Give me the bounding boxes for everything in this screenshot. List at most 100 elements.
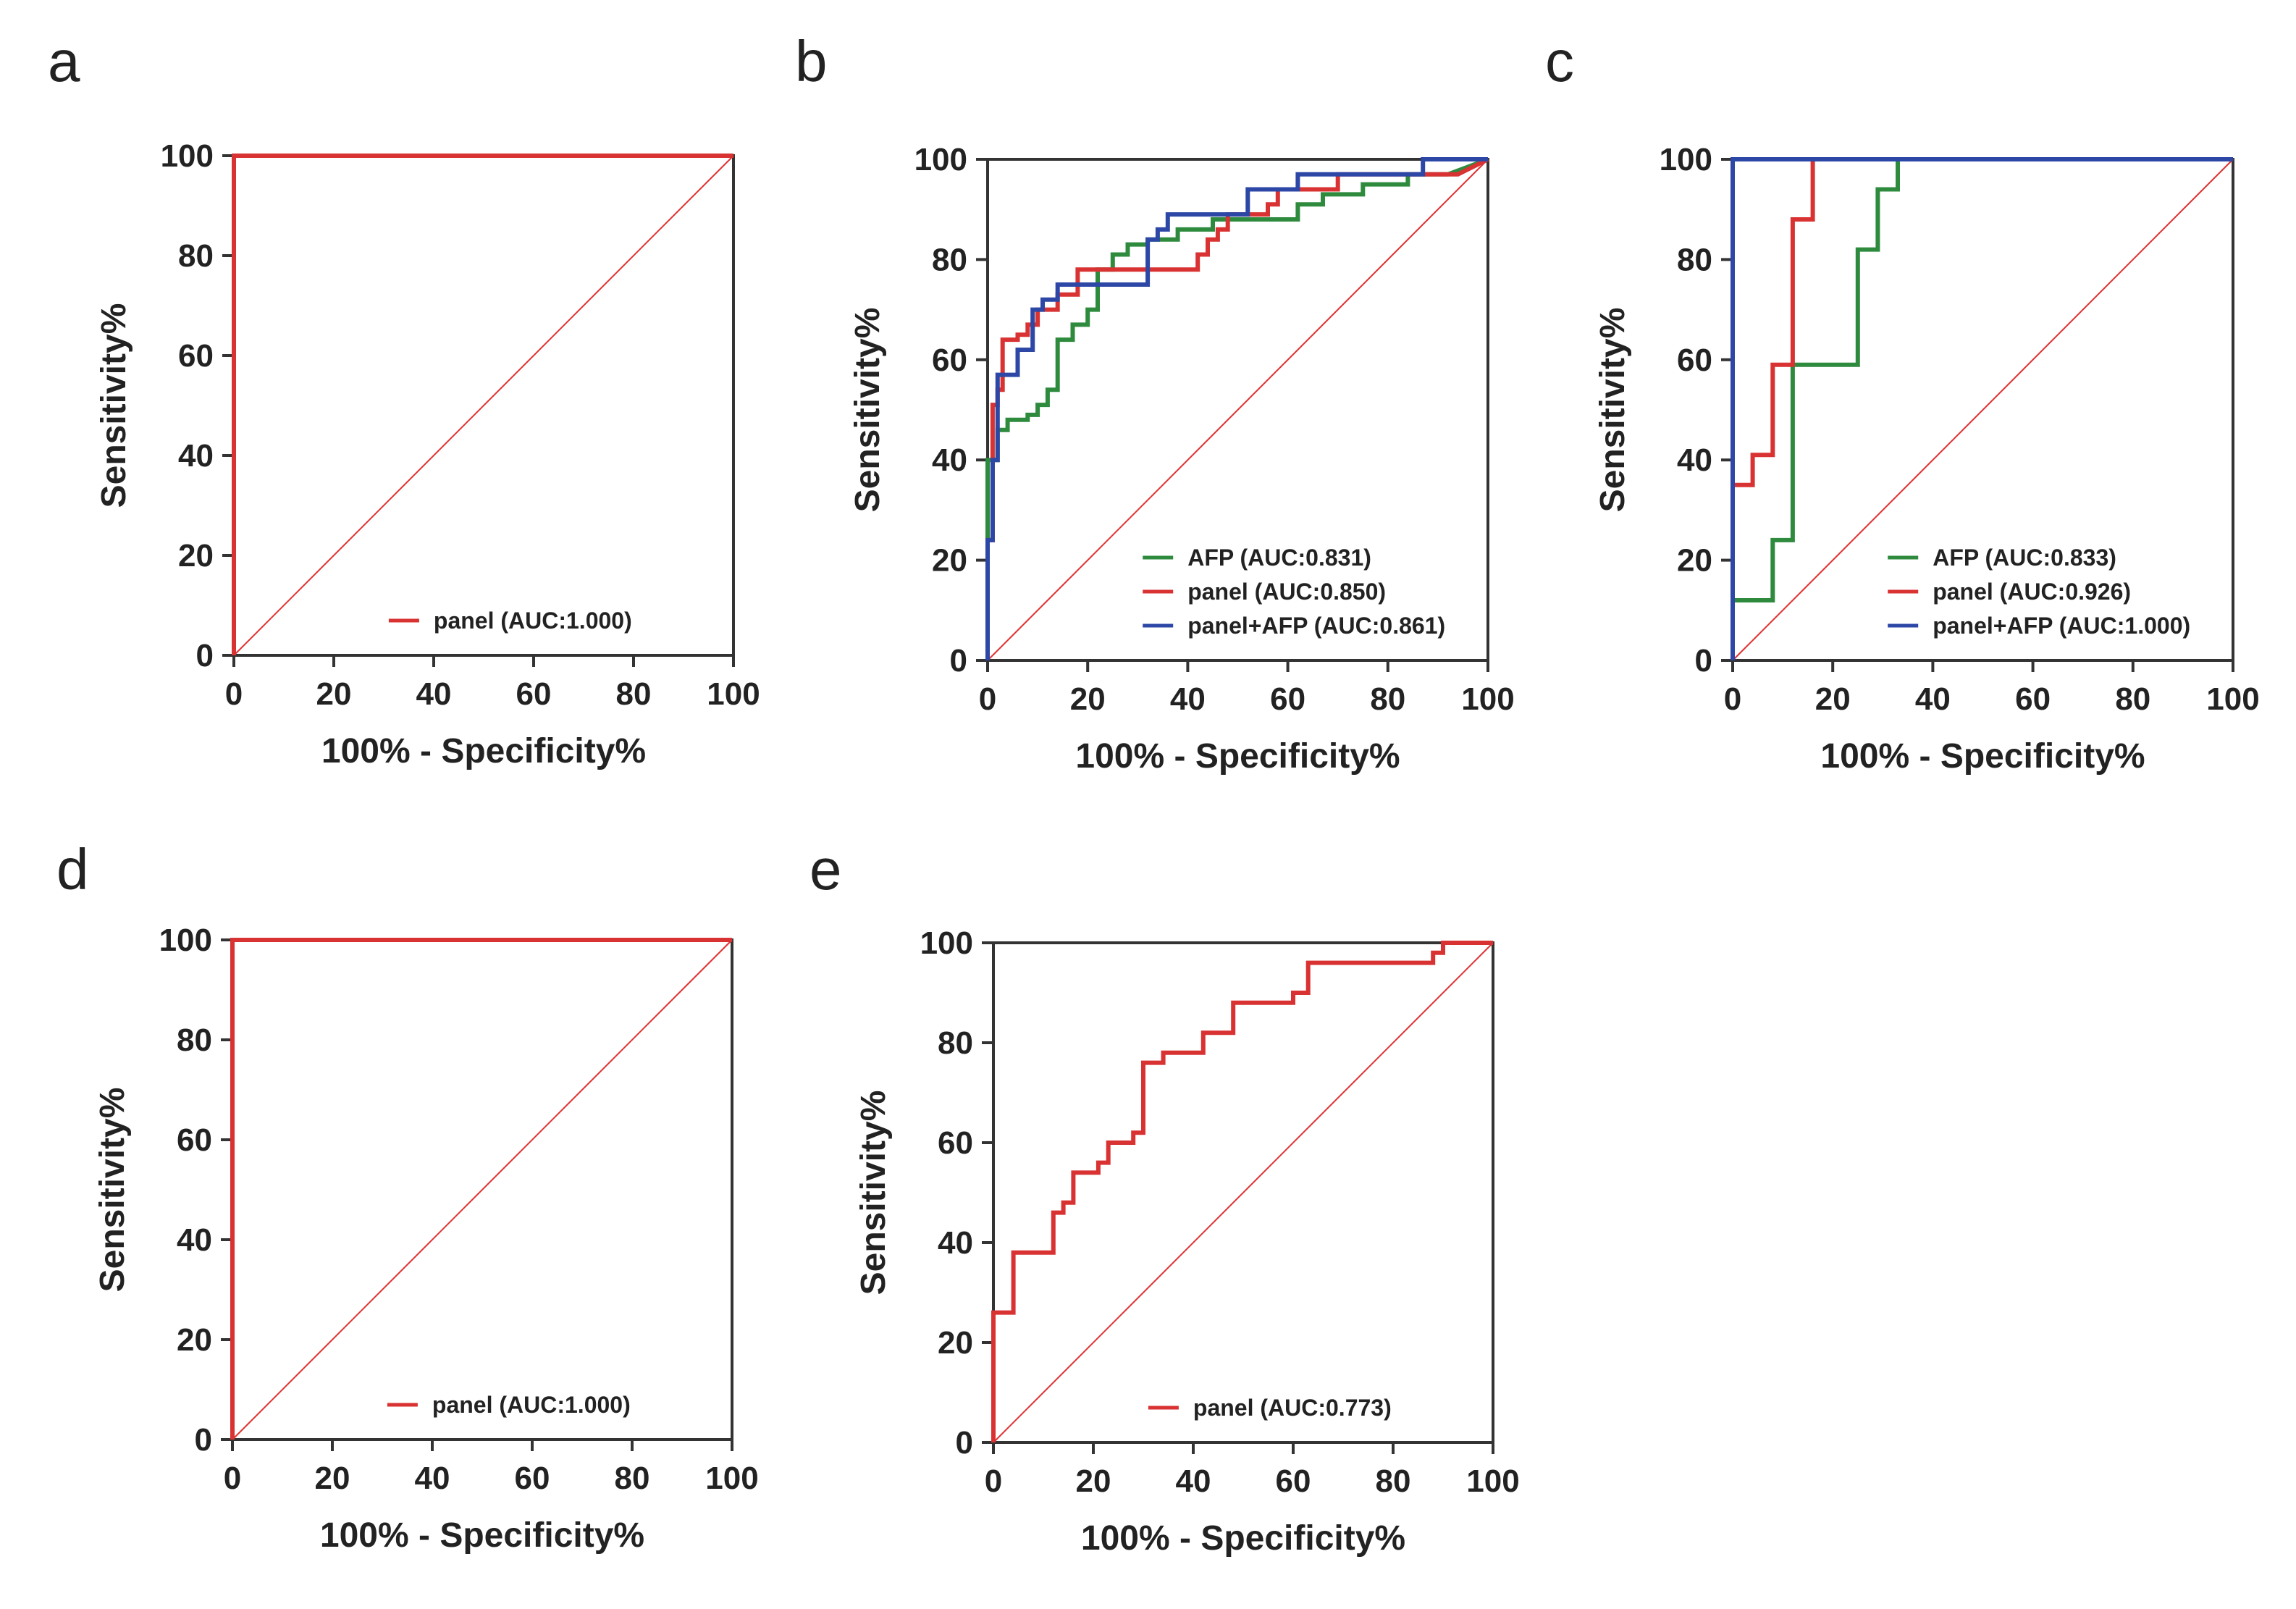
x-tick-label: 0 [985, 1463, 1002, 1499]
y-tick-label: 20 [932, 543, 967, 579]
y-tick-label: 60 [1677, 343, 1712, 378]
roc-curve [985, 157, 1488, 660]
y-tick-label: 100 [159, 923, 212, 958]
x-tick-label: 0 [225, 676, 243, 712]
x-tick-label: 20 [1076, 1463, 1111, 1499]
y-tick-label: 0 [950, 643, 967, 679]
roc-panel-b: b 0 20 40 60 80 100 0 20 40 60 80 100 100% - Specific… [795, 29, 1515, 776]
x-tick-label: 100 [707, 676, 760, 712]
y-axis-label: Sensitivity% [95, 303, 133, 508]
legend-label: panel (AUC:1.000) [432, 1392, 631, 1418]
x-tick-label: 40 [1915, 681, 1951, 717]
x-axis-label: 100% - Specificity% [1820, 737, 2145, 776]
roc-curve [991, 941, 1493, 1442]
y-tick-label: 20 [938, 1325, 973, 1361]
roc-curve [230, 938, 732, 1440]
x-tick-label: 80 [615, 1461, 650, 1496]
plot-frame [992, 941, 1494, 1444]
x-tick-label: 60 [1276, 1463, 1311, 1499]
y-tick-label: 0 [1695, 643, 1712, 679]
legend-label: panel (AUC:0.850) [1187, 579, 1386, 605]
roc-curve [1731, 157, 2233, 660]
y-tick-label: 0 [196, 638, 214, 673]
legend-label: AFP (AUC:0.833) [1933, 545, 2116, 571]
x-tick-label: 40 [1176, 1463, 1211, 1499]
panel-letter: a [48, 29, 80, 93]
x-tick-label: 20 [316, 676, 352, 712]
x-tick-label: 60 [1270, 681, 1305, 717]
y-axis-label: Sensitivity% [854, 1091, 893, 1295]
x-axis-label: 100% - Specificity% [320, 1516, 644, 1555]
x-tick-label: 60 [2015, 681, 2051, 717]
y-axis-label: Sensitivity% [93, 1088, 132, 1293]
y-tick-label: 40 [1677, 442, 1712, 478]
x-tick-label: 100 [2206, 681, 2259, 717]
roc-curve [985, 157, 1489, 540]
y-tick-label: 100 [914, 142, 967, 177]
y-tick-label: 40 [938, 1225, 973, 1261]
roc-curve [232, 154, 733, 655]
legend-label: panel (AUC:0.926) [1933, 579, 2131, 605]
x-tick-label: 40 [415, 1461, 450, 1496]
y-axis-label: Sensitivity% [849, 308, 887, 513]
roc-curve [1731, 157, 2233, 660]
roc-panel-e: e 0 20 40 60 80 100 0 20 40 60 80 100 100% - Specific… [810, 837, 1520, 1558]
roc-panel-c: c 0 20 40 60 80 100 0 20 40 60 80 100 100% - Specific… [1545, 29, 2260, 776]
roc-panel-a: a 0 20 40 60 80 100 0 20 40 60 80 100 100% - Specific… [48, 29, 760, 770]
reference-diagonal [993, 942, 1494, 1443]
x-tick-label: 0 [224, 1461, 241, 1496]
x-tick-label: 80 [1370, 681, 1405, 717]
x-tick-label: 0 [979, 681, 996, 717]
reference-diagonal [233, 155, 734, 656]
legend-label: panel (AUC:1.000) [434, 608, 632, 634]
x-tick-label: 20 [1070, 681, 1106, 717]
y-tick-label: 20 [1677, 543, 1712, 579]
legend-label: panel+AFP (AUC:1.000) [1933, 613, 2190, 639]
panel-letter: c [1545, 29, 1574, 93]
y-tick-label: 0 [195, 1422, 212, 1458]
plot-frame [986, 158, 1489, 662]
y-tick-label: 80 [1677, 242, 1712, 277]
x-tick-label: 20 [315, 1461, 350, 1496]
x-tick-label: 0 [1724, 681, 1741, 717]
x-axis-label: 100% - Specificity% [1081, 1519, 1405, 1558]
x-tick-label: 20 [1815, 681, 1851, 717]
x-tick-label: 100 [1466, 1463, 1519, 1499]
y-tick-label: 40 [177, 1222, 212, 1258]
roc-panel-d: d 0 20 40 60 80 100 0 20 40 60 80 100 100% - Specific… [56, 837, 759, 1555]
x-axis-label: 100% - Specificity% [1075, 737, 1400, 776]
x-tick-label: 60 [515, 1461, 550, 1496]
legend-label: AFP (AUC:0.831) [1187, 545, 1371, 571]
panel-letter: d [56, 837, 89, 902]
y-tick-label: 60 [932, 343, 967, 378]
x-axis-label: 100% - Specificity% [321, 732, 646, 770]
x-tick-label: 40 [416, 676, 452, 712]
reference-diagonal [1732, 159, 2234, 661]
x-tick-label: 40 [1170, 681, 1206, 717]
x-tick-label: 80 [1376, 1463, 1411, 1499]
y-tick-label: 80 [932, 242, 967, 277]
legend-label: panel (AUC:0.773) [1193, 1395, 1392, 1421]
y-tick-label: 100 [1660, 142, 1712, 177]
x-tick-label: 60 [516, 676, 552, 712]
y-tick-label: 80 [938, 1025, 973, 1061]
x-tick-label: 80 [616, 676, 652, 712]
y-tick-label: 40 [178, 438, 214, 474]
panel-letter: e [810, 837, 842, 902]
panel-letter: b [795, 29, 828, 93]
reference-diagonal [987, 159, 1489, 661]
x-tick-label: 80 [2115, 681, 2150, 717]
y-tick-label: 0 [956, 1425, 973, 1461]
y-tick-label: 60 [938, 1125, 973, 1161]
y-tick-label: 100 [161, 138, 214, 174]
y-axis-label: Sensitivity% [1594, 308, 1632, 513]
y-tick-label: 100 [920, 925, 973, 961]
roc-curve [1731, 157, 2233, 660]
y-tick-label: 80 [177, 1022, 212, 1058]
y-tick-label: 20 [178, 538, 214, 574]
reference-diagonal [232, 939, 733, 1440]
x-tick-label: 100 [1461, 681, 1514, 717]
legend-label: panel+AFP (AUC:0.861) [1187, 613, 1445, 639]
y-tick-label: 20 [177, 1322, 212, 1358]
y-tick-label: 40 [932, 442, 967, 478]
